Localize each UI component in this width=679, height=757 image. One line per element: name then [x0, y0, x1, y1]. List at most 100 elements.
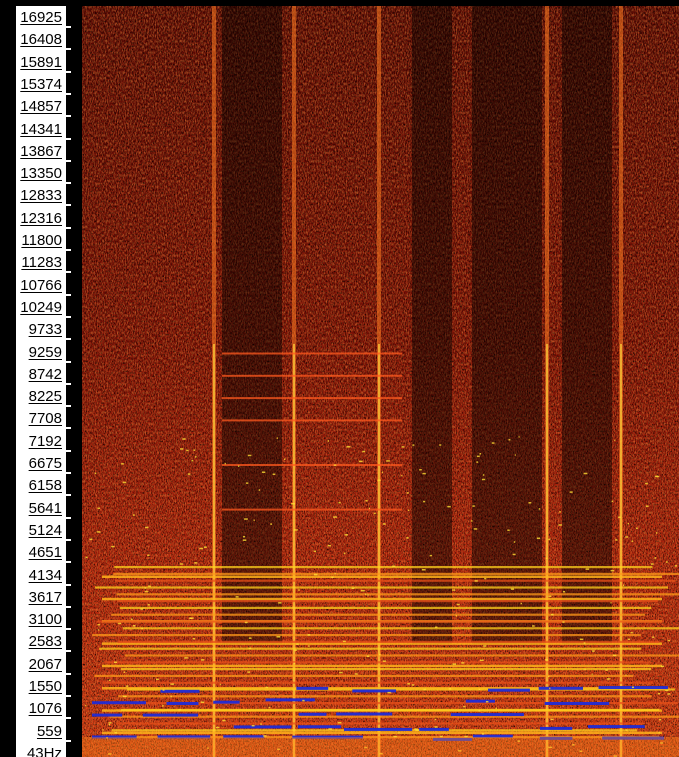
energy-dot: [108, 722, 112, 724]
energy-dot: [422, 472, 426, 475]
energy-dot: [508, 439, 511, 441]
energy-dot: [187, 473, 191, 475]
energy-dot: [291, 502, 296, 505]
frequency-tick-mark: [66, 605, 71, 608]
frequency-tick-mark: [66, 48, 71, 51]
energy-dot: [434, 718, 437, 721]
energy-dot: [421, 569, 426, 571]
frequency-tick-mark: [66, 449, 71, 452]
quiet-band: [412, 6, 452, 645]
frequency-tick-label: 43Hz: [26, 744, 62, 757]
energy-dot: [665, 689, 669, 692]
frequency-tick-mark: [66, 271, 71, 274]
energy-dot: [579, 638, 584, 641]
energy-dot: [245, 482, 249, 484]
quiet-band: [472, 6, 542, 645]
energy-dot: [111, 545, 115, 548]
energy-dot: [155, 678, 159, 681]
frequency-tick-label: 9733: [28, 321, 62, 339]
energy-dot: [333, 464, 337, 466]
peak-energy: [92, 713, 123, 717]
energy-dot: [474, 580, 478, 582]
peak-energy: [450, 713, 524, 717]
energy-dot: [665, 561, 668, 563]
low-harmonic: [124, 654, 679, 657]
low-harmonic: [115, 579, 676, 582]
energy-dot: [343, 552, 346, 555]
frequency-tick-label: 7708: [28, 410, 62, 428]
energy-dot: [660, 665, 665, 668]
harmonic-line: [222, 374, 402, 377]
energy-dot: [627, 638, 631, 641]
harmonic-line: [102, 687, 662, 690]
energy-dot: [342, 640, 346, 643]
peak-energy: [92, 735, 137, 739]
energy-dot: [362, 450, 366, 453]
energy-dot: [244, 518, 248, 520]
energy-dot: [538, 508, 541, 510]
peak-energy: [265, 698, 315, 702]
energy-dot: [113, 661, 118, 663]
energy-dot: [631, 686, 635, 689]
energy-dot: [610, 602, 612, 604]
energy-dot: [108, 723, 111, 726]
frequency-tick-label: 16925: [20, 9, 62, 26]
low-harmonic: [118, 695, 652, 698]
frequency-tick-mark: [66, 26, 71, 28]
energy-dot: [351, 587, 355, 590]
frequency-tick-mark: [66, 583, 71, 586]
energy-dot: [247, 454, 252, 457]
energy-dot: [613, 755, 617, 757]
energy-dot: [368, 507, 370, 510]
energy-dot: [579, 750, 583, 752]
transient-core: [620, 343, 622, 757]
energy-dot: [98, 629, 100, 631]
frequency-tick-label: 4651: [28, 544, 62, 562]
axis-label-strip: [16, 6, 66, 757]
peak-energy: [160, 689, 200, 693]
energy-dot: [283, 458, 286, 461]
energy-dot: [452, 589, 456, 591]
frequency-tick-label: 15374: [20, 75, 62, 93]
energy-dot: [302, 699, 305, 702]
energy-dot: [308, 645, 310, 647]
energy-dot: [333, 516, 338, 518]
energy-dot: [365, 593, 367, 596]
energy-dot: [512, 553, 516, 556]
energy-dot: [606, 678, 611, 680]
energy-dot: [386, 460, 390, 462]
spectrogram-plot[interactable]: [82, 6, 679, 757]
energy-dot: [605, 669, 608, 671]
energy-dot: [381, 471, 383, 474]
energy-dot: [412, 444, 415, 446]
low-harmonic: [120, 708, 660, 711]
energy-dot: [179, 563, 183, 565]
energy-dot: [657, 692, 661, 695]
energy-dot: [108, 679, 111, 682]
frequency-tick-label: 3617: [28, 588, 62, 606]
energy-dot: [407, 509, 410, 512]
energy-dot: [514, 454, 516, 456]
energy-dot: [452, 663, 457, 665]
energy-dot: [263, 735, 267, 737]
energy-dot: [407, 683, 410, 685]
frequency-tick-label: 7192: [28, 432, 62, 450]
energy-dot: [192, 638, 196, 640]
energy-dot: [337, 721, 342, 724]
energy-dot: [479, 453, 482, 455]
energy-dot: [194, 562, 198, 564]
energy-dot: [482, 474, 485, 476]
energy-dot: [392, 565, 396, 567]
energy-dot: [464, 735, 468, 738]
energy-dot: [618, 516, 621, 518]
energy-dot: [268, 706, 271, 709]
energy-dot: [615, 539, 618, 541]
energy-dot: [434, 726, 438, 728]
energy-dot: [121, 463, 124, 465]
energy-dot: [495, 707, 497, 710]
energy-dot: [472, 505, 475, 507]
energy-dot: [528, 502, 532, 504]
energy-dot: [199, 547, 203, 550]
quiet-band: [222, 6, 282, 645]
energy-dot: [610, 569, 615, 572]
